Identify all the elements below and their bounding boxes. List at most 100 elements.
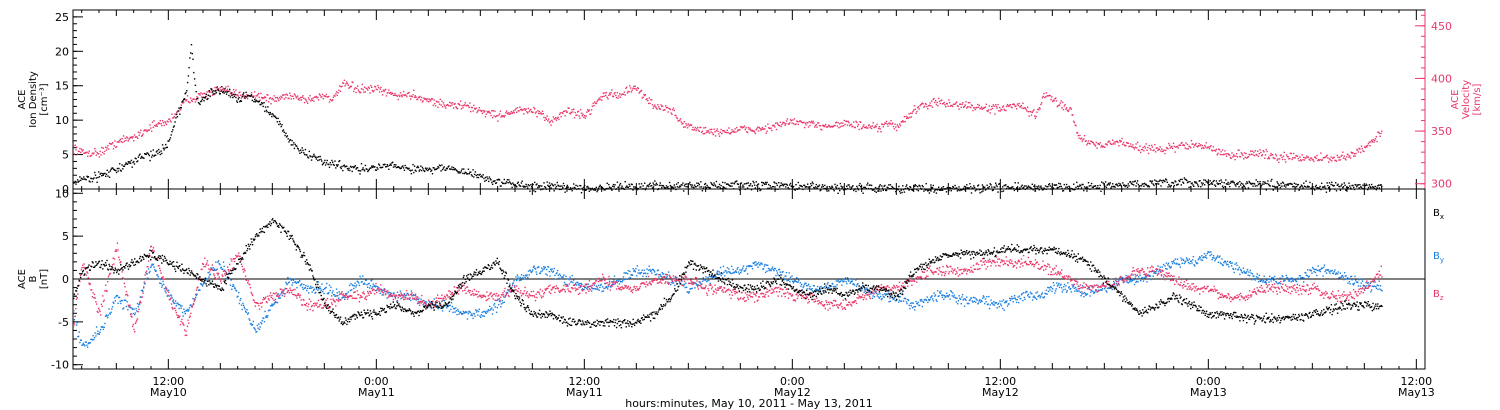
- velocity-tick-label: 400: [1431, 72, 1452, 85]
- density-series-point: [1248, 180, 1250, 183]
- by-series-point: [748, 265, 750, 268]
- density-series-point: [776, 184, 778, 187]
- density-series-point: [879, 184, 881, 186]
- density-series-point: [427, 168, 430, 171]
- by-series-point: [315, 291, 317, 294]
- density-series-point: [1147, 185, 1150, 187]
- density-series-point: [225, 91, 227, 93]
- velocity-series-point: [775, 122, 777, 124]
- velocity-series-point: [456, 107, 458, 109]
- density-axis-title-line: [cm⁻³]: [39, 83, 50, 115]
- density-series-point: [998, 183, 1001, 185]
- velocity-series-point: [525, 108, 527, 110]
- by-series-point: [322, 288, 324, 291]
- by-series-point: [454, 311, 456, 313]
- by-series-point: [649, 268, 651, 271]
- density-series-point: [1129, 181, 1131, 183]
- by-series-point: [571, 274, 573, 277]
- velocity-series-point: [858, 128, 860, 131]
- by-series-point: [344, 298, 346, 300]
- by-series-point: [481, 311, 483, 314]
- by-series-point: [891, 294, 893, 296]
- density-series-point: [446, 168, 448, 170]
- density-series-point: [1118, 182, 1120, 185]
- velocity-series-point: [906, 116, 909, 118]
- density-series-point: [1251, 182, 1253, 185]
- velocity-series-point: [684, 126, 686, 128]
- density-series-point: [328, 163, 330, 166]
- velocity-series-point: [1316, 154, 1318, 157]
- by-series-point: [668, 274, 670, 277]
- velocity-series-point: [761, 128, 763, 130]
- density-series-point: [1224, 186, 1226, 188]
- by-series-point: [326, 282, 328, 285]
- velocity-series-point: [300, 99, 303, 101]
- velocity-series-point: [521, 109, 523, 112]
- velocity-series-point: [569, 113, 572, 115]
- velocity-series-point: [736, 130, 739, 132]
- velocity-series-point: [593, 104, 595, 107]
- by-series-point: [260, 321, 262, 324]
- density-series-point: [524, 186, 526, 188]
- density-series-point: [339, 166, 342, 168]
- density-series-point: [357, 169, 360, 172]
- density-series-point: [1179, 180, 1181, 183]
- by-series-point: [317, 281, 320, 283]
- velocity-series-point: [527, 107, 530, 110]
- velocity-series-point: [415, 96, 417, 98]
- density-series-point: [729, 185, 732, 187]
- density-series-point: [837, 192, 839, 194]
- density-series-point: [211, 89, 213, 91]
- density-series-point: [1155, 180, 1157, 182]
- by-series-point: [200, 283, 202, 285]
- velocity-series-point: [812, 120, 814, 123]
- by-series-point: [355, 284, 358, 286]
- velocity-series-point: [746, 131, 748, 133]
- density-series-point: [551, 183, 553, 185]
- density-series-point: [183, 98, 186, 100]
- density-series-point: [1107, 183, 1109, 185]
- density-series-point: [931, 187, 933, 189]
- velocity-series-point: [106, 147, 108, 149]
- velocity-series-point: [853, 121, 855, 123]
- velocity-series-point: [882, 126, 884, 128]
- velocity-series-point: [644, 94, 646, 97]
- density-series-point: [1355, 184, 1357, 186]
- velocity-series-point: [962, 102, 964, 104]
- velocity-series-point: [758, 126, 760, 129]
- density-series-point: [101, 175, 103, 177]
- by-series-point: [498, 303, 500, 306]
- density-series-point: [575, 184, 577, 187]
- density-series-point: [794, 189, 796, 191]
- velocity-series-point: [485, 113, 487, 115]
- velocity-series-point: [184, 98, 186, 101]
- density-series-point: [486, 176, 488, 178]
- velocity-series-point: [801, 122, 803, 124]
- density-series-point: [1056, 187, 1058, 189]
- velocity-series-point: [239, 91, 241, 93]
- density-series-point: [107, 175, 109, 177]
- by-series-point: [396, 300, 398, 303]
- velocity-series-point: [225, 86, 227, 88]
- by-series-point: [670, 281, 673, 284]
- velocity-series-point: [178, 110, 180, 112]
- density-series-point: [1228, 183, 1230, 185]
- velocity-series-point: [765, 132, 767, 134]
- density-series-point: [594, 189, 597, 191]
- by-series-point: [562, 276, 564, 278]
- density-series-point: [271, 113, 274, 115]
- velocity-series-point: [608, 94, 610, 96]
- velocity-series-point: [1260, 155, 1263, 157]
- density-series-point: [517, 181, 519, 183]
- velocity-series-point: [1211, 150, 1214, 152]
- velocity-series-point: [473, 104, 475, 107]
- density-series-point: [447, 166, 449, 168]
- velocity-series-point: [407, 92, 409, 94]
- density-series-point: [356, 167, 359, 169]
- density-series-point: [813, 186, 815, 189]
- density-series-point: [830, 187, 832, 189]
- density-series-point: [1349, 187, 1352, 189]
- by-series-point: [855, 285, 858, 288]
- velocity-series-point: [90, 155, 92, 157]
- by-series-point: [826, 283, 829, 285]
